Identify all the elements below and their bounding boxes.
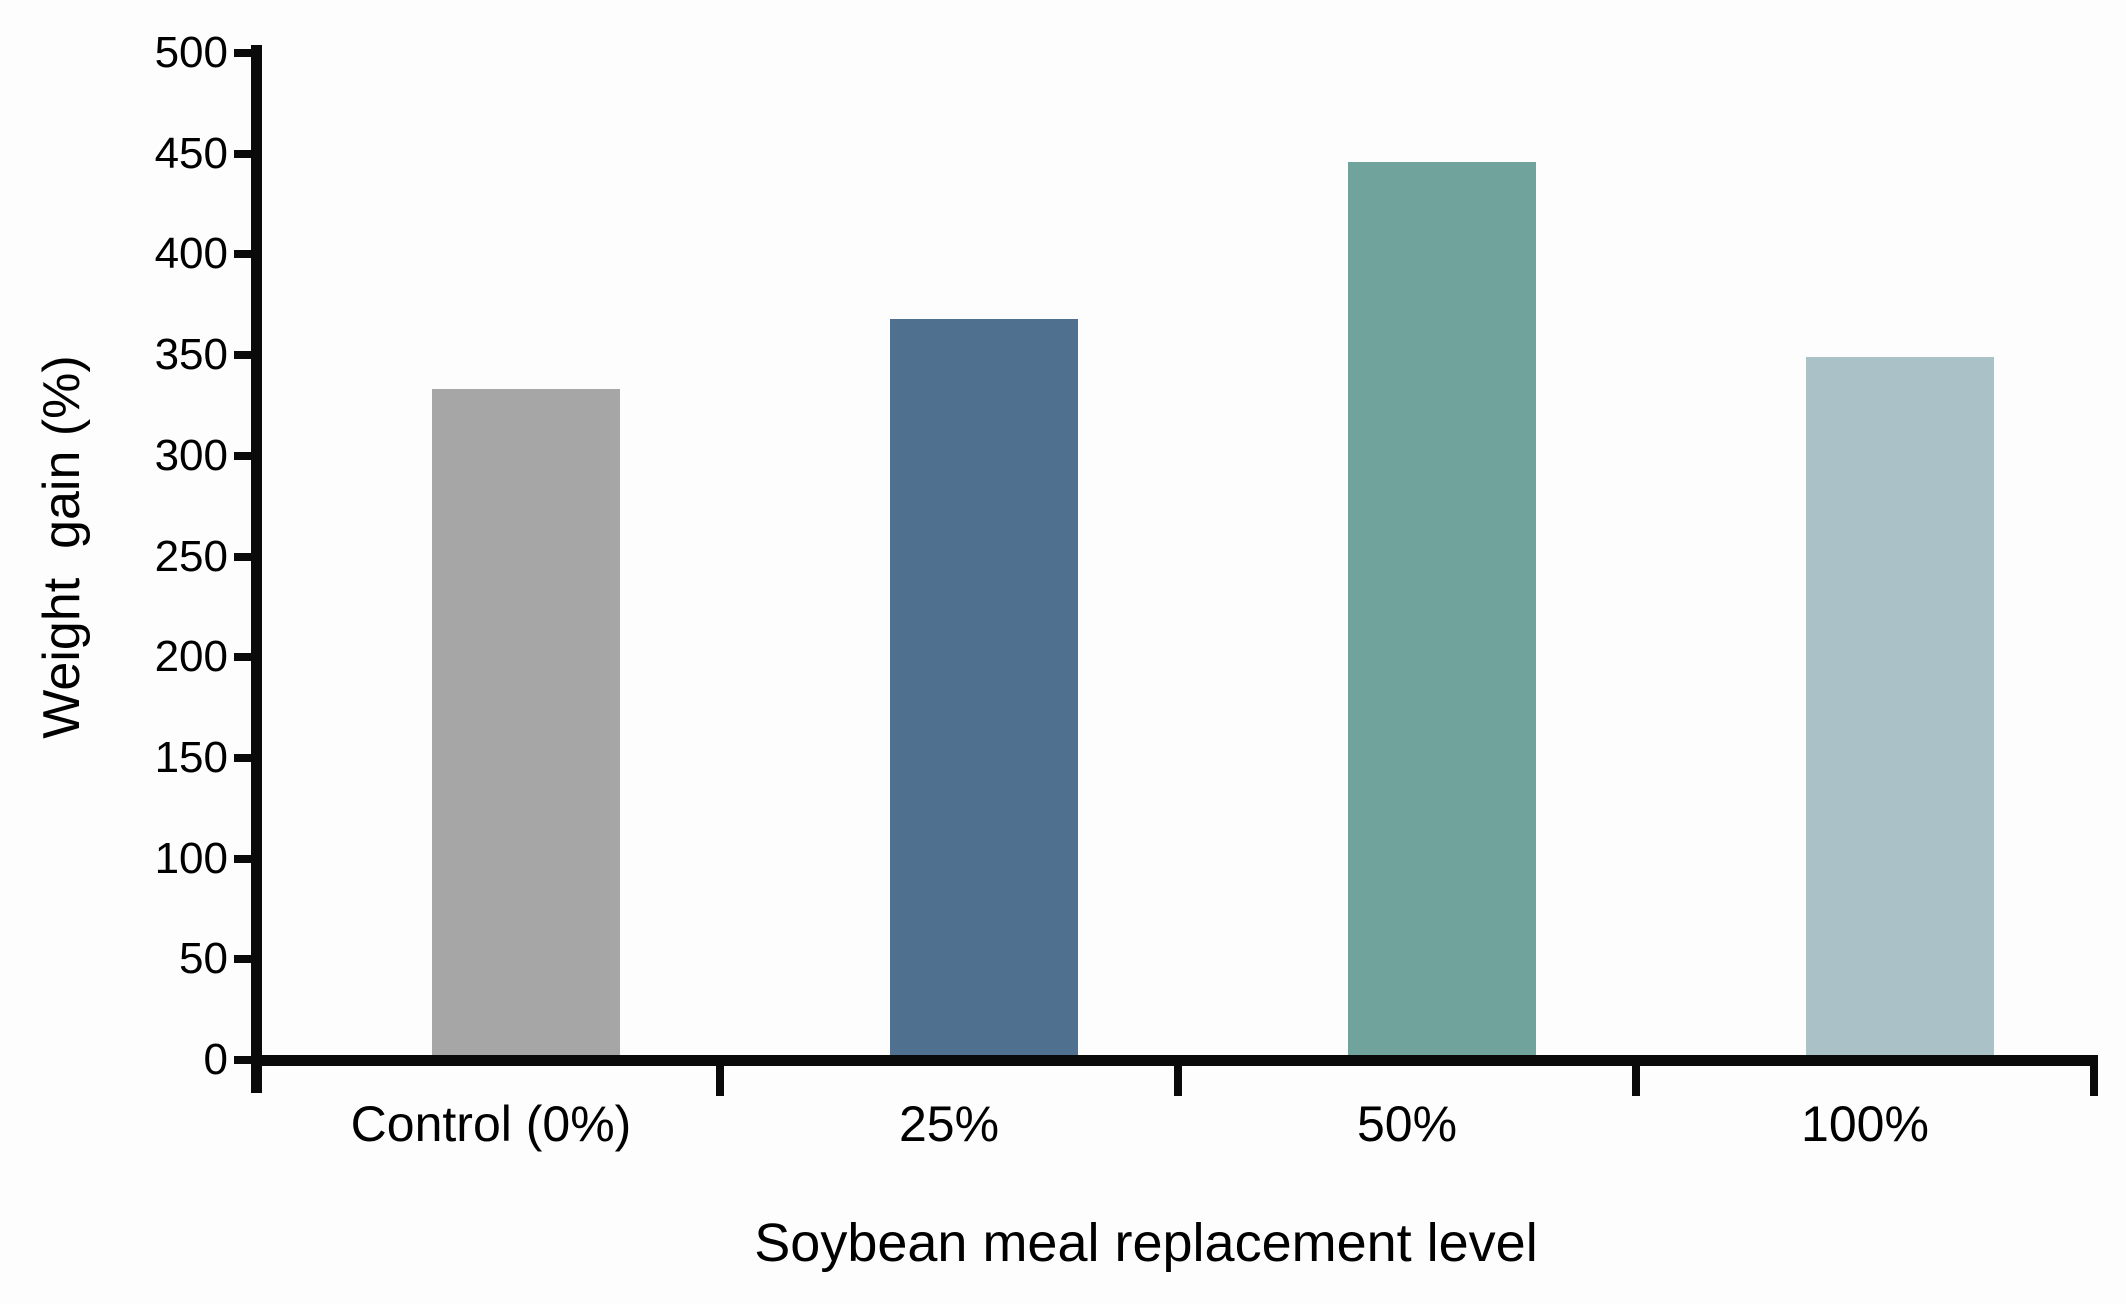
y-tick xyxy=(234,854,262,863)
y-tick xyxy=(234,351,262,360)
y-tick-label: 200 xyxy=(154,632,228,682)
x-tick xyxy=(2090,1066,2098,1096)
x-category-label: 50% xyxy=(1356,1096,1458,1152)
y-tick xyxy=(234,149,262,158)
y-tick-label: 500 xyxy=(154,28,228,77)
bar-control-0 xyxy=(432,389,620,1060)
y-tick xyxy=(234,552,262,561)
y-tick xyxy=(234,49,262,57)
y-tick xyxy=(234,753,262,762)
y-tick-label: 50 xyxy=(179,934,228,984)
y-tick-label: 400 xyxy=(154,229,228,279)
x-axis-line xyxy=(251,1055,2098,1066)
bar-100 xyxy=(1806,357,1994,1060)
y-tick-label: 150 xyxy=(154,732,228,782)
y-tick-label: 0 xyxy=(203,1035,228,1084)
x-category-label: 25% xyxy=(898,1096,1000,1152)
x-tick xyxy=(716,1066,724,1096)
y-tick xyxy=(234,653,262,662)
y-tick-label: 100 xyxy=(154,833,228,883)
y-tick xyxy=(234,250,262,259)
x-category-label: Control (0%) xyxy=(350,1096,632,1152)
y-tick xyxy=(234,1056,262,1064)
x-tick xyxy=(1174,1066,1182,1096)
y-tick-label: 350 xyxy=(154,330,228,380)
x-axis-title: Soybean meal replacement level xyxy=(754,1213,1538,1273)
x-category-label: 100% xyxy=(1801,1096,1929,1152)
bar-50 xyxy=(1348,161,1536,1060)
y-tick-label: 250 xyxy=(154,531,228,581)
x-tick xyxy=(1632,1066,1640,1096)
y-axis-line xyxy=(251,45,262,1093)
y-tick xyxy=(234,451,262,460)
y-tick-label: 450 xyxy=(154,128,228,178)
y-tick-label: 300 xyxy=(154,430,228,480)
y-tick xyxy=(234,955,262,964)
bar-25 xyxy=(890,318,1078,1060)
